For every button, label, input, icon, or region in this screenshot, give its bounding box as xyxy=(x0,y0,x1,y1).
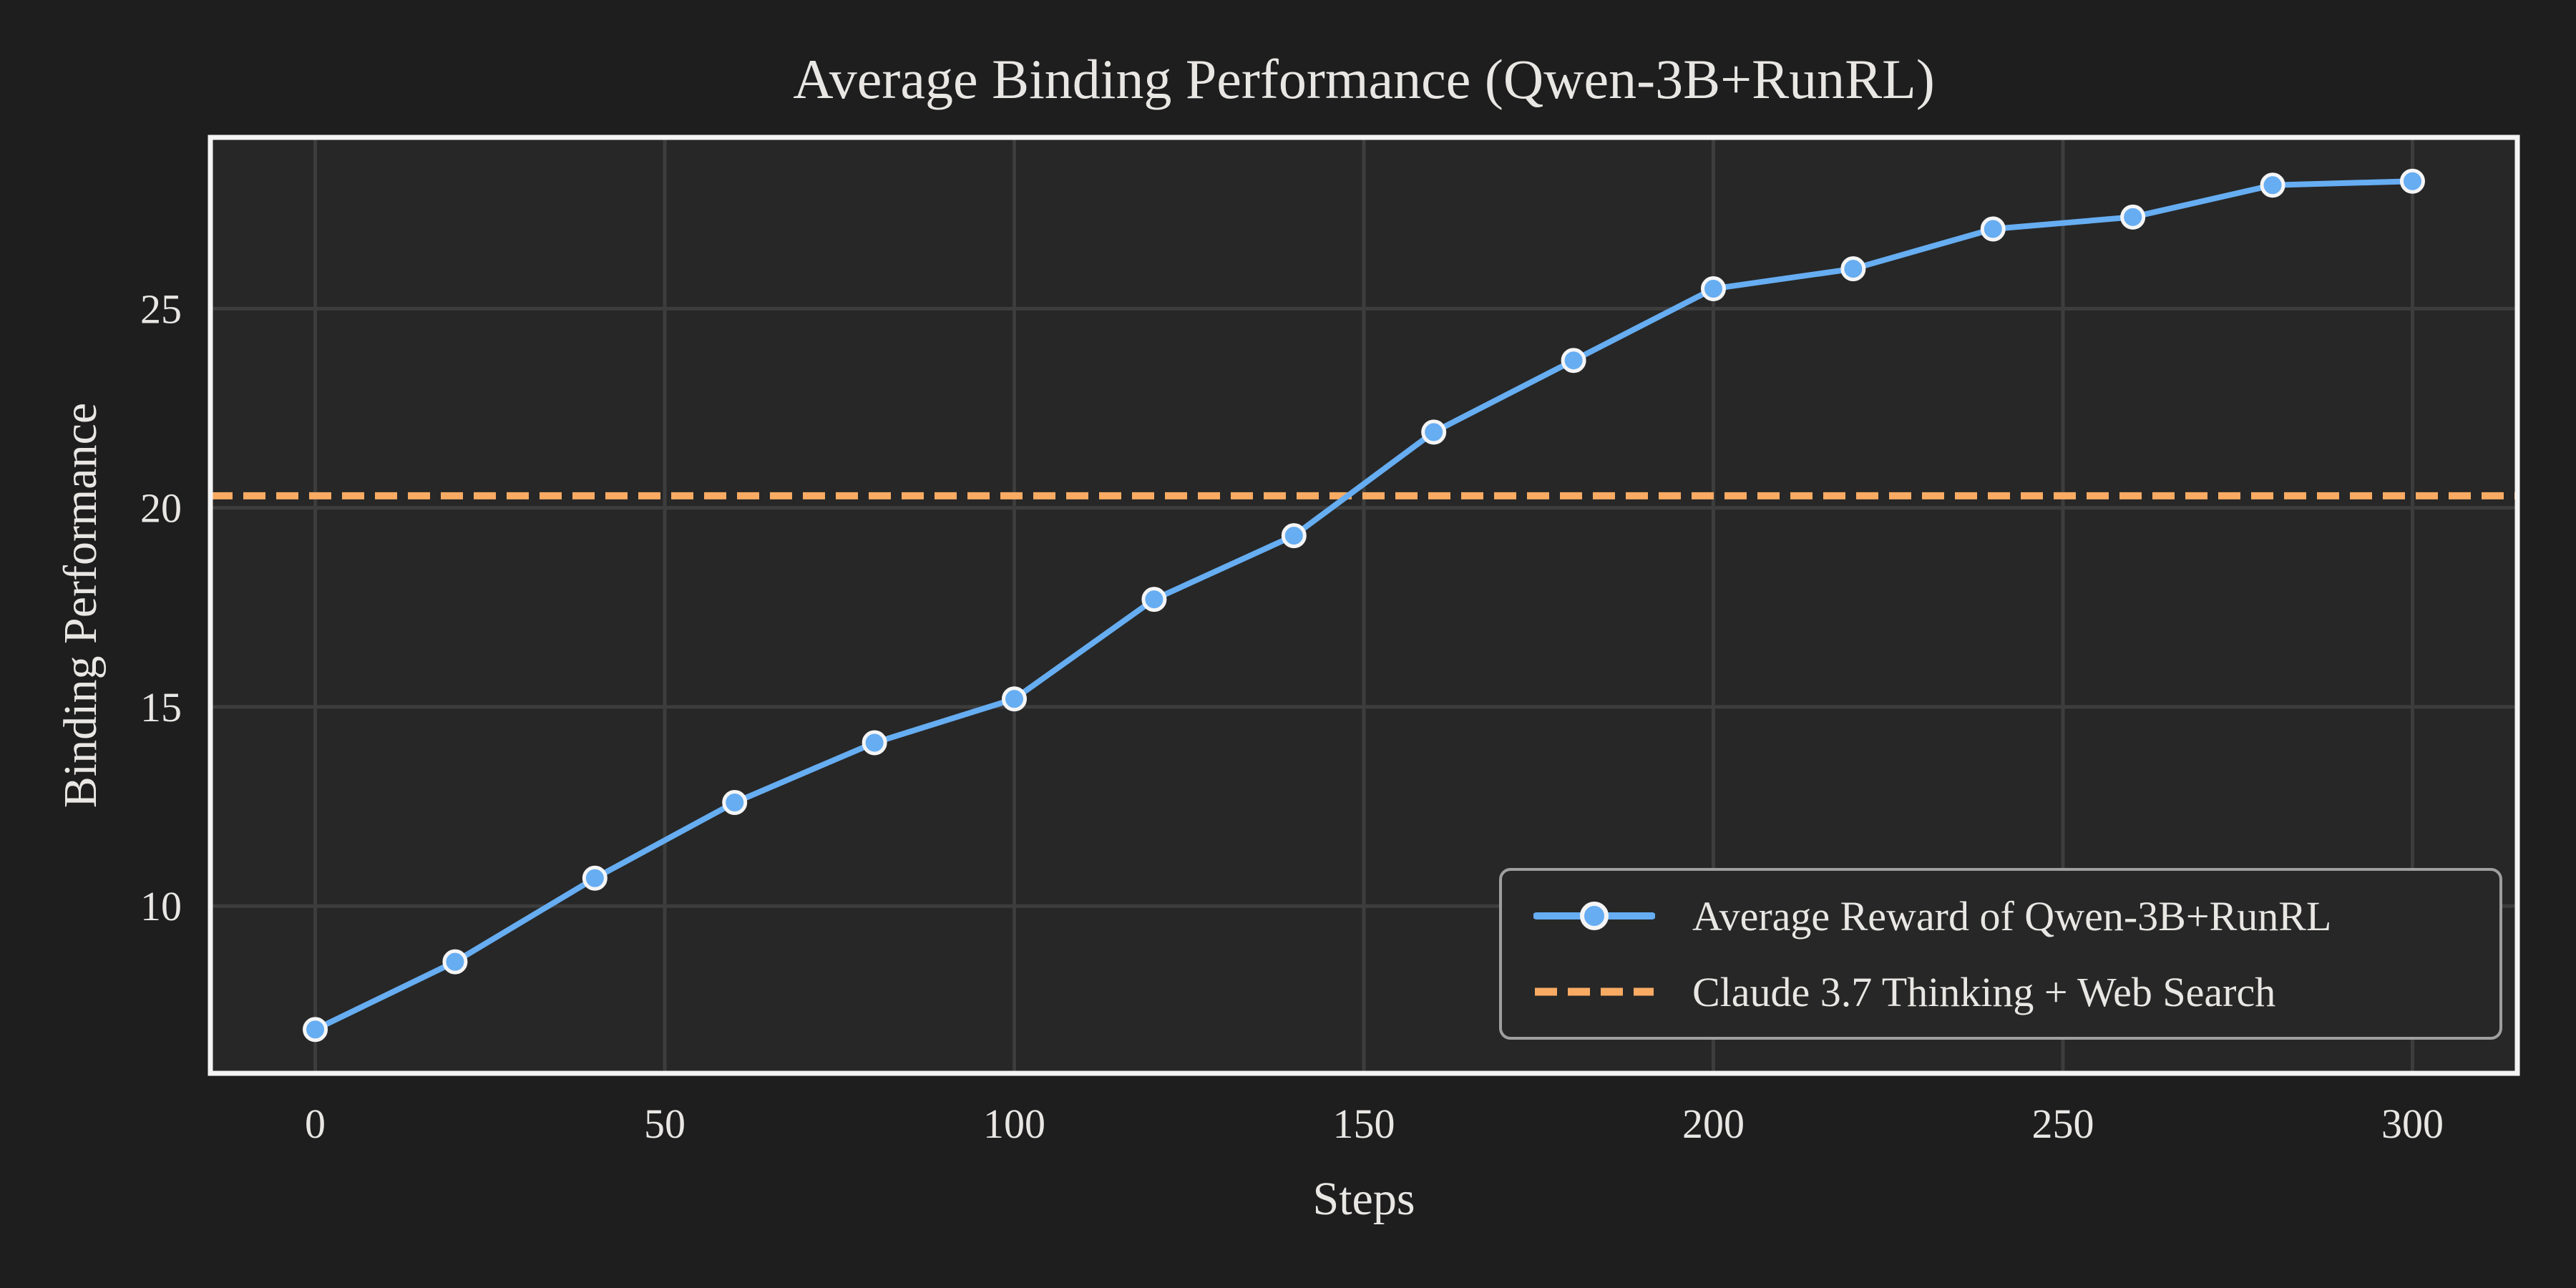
legend-entry-claude: Claude 3.7 Thinking + Web Search xyxy=(1533,968,2468,1016)
data-point-marker xyxy=(2399,168,2425,194)
orange-dashed-line-sample-icon xyxy=(1535,987,1654,996)
data-point-marker xyxy=(1840,256,1866,282)
legend-label-claude: Claude 3.7 Thinking + Web Search xyxy=(1692,968,2276,1015)
y-tick-label: 20 xyxy=(140,485,182,532)
data-point-marker xyxy=(2120,204,2146,230)
blue-line-marker-sample-icon xyxy=(1533,902,1655,930)
y-axis-label: Binding Performance xyxy=(54,402,107,809)
data-point-marker xyxy=(303,1017,328,1043)
data-point-marker xyxy=(1561,348,1586,374)
data-point-marker xyxy=(1002,686,1028,712)
data-point-marker xyxy=(1141,587,1167,613)
data-point-marker xyxy=(2260,172,2285,198)
chart-title: Average Binding Performance (Qwen-3B+Run… xyxy=(793,48,1935,110)
data-point-marker xyxy=(442,949,468,975)
reward-line xyxy=(312,178,2416,1033)
data-point-marker xyxy=(1980,216,2006,242)
y-tick-label: 25 xyxy=(140,286,182,332)
x-tick-label: 100 xyxy=(983,1101,1045,1147)
data-point-marker xyxy=(1700,276,1726,302)
data-point-marker xyxy=(1421,419,1447,445)
y-tick-label: 15 xyxy=(140,684,182,731)
data-point-marker xyxy=(862,730,887,756)
x-tick-label: 0 xyxy=(305,1101,326,1147)
x-tick-label: 200 xyxy=(1682,1101,1745,1147)
y-tick-label: 10 xyxy=(140,883,182,930)
legend-entry-qwen: Average Reward of Qwen-3B+RunRL xyxy=(1533,892,2468,940)
data-point-marker xyxy=(582,865,608,891)
legend: Average Reward of Qwen-3B+RunRL Claude 3… xyxy=(1499,868,2502,1040)
data-point-marker xyxy=(722,790,748,816)
x-tick-label: 50 xyxy=(644,1101,686,1147)
legend-label-qwen: Average Reward of Qwen-3B+RunRL xyxy=(1692,892,2332,940)
x-tick-label: 150 xyxy=(1333,1101,1395,1147)
x-tick-label: 250 xyxy=(2031,1101,2094,1147)
plot-border xyxy=(208,135,2520,1076)
x-axis-label: Steps xyxy=(1312,1173,1415,1225)
x-tick-label: 300 xyxy=(2381,1101,2444,1147)
data-point-marker xyxy=(1281,523,1307,549)
